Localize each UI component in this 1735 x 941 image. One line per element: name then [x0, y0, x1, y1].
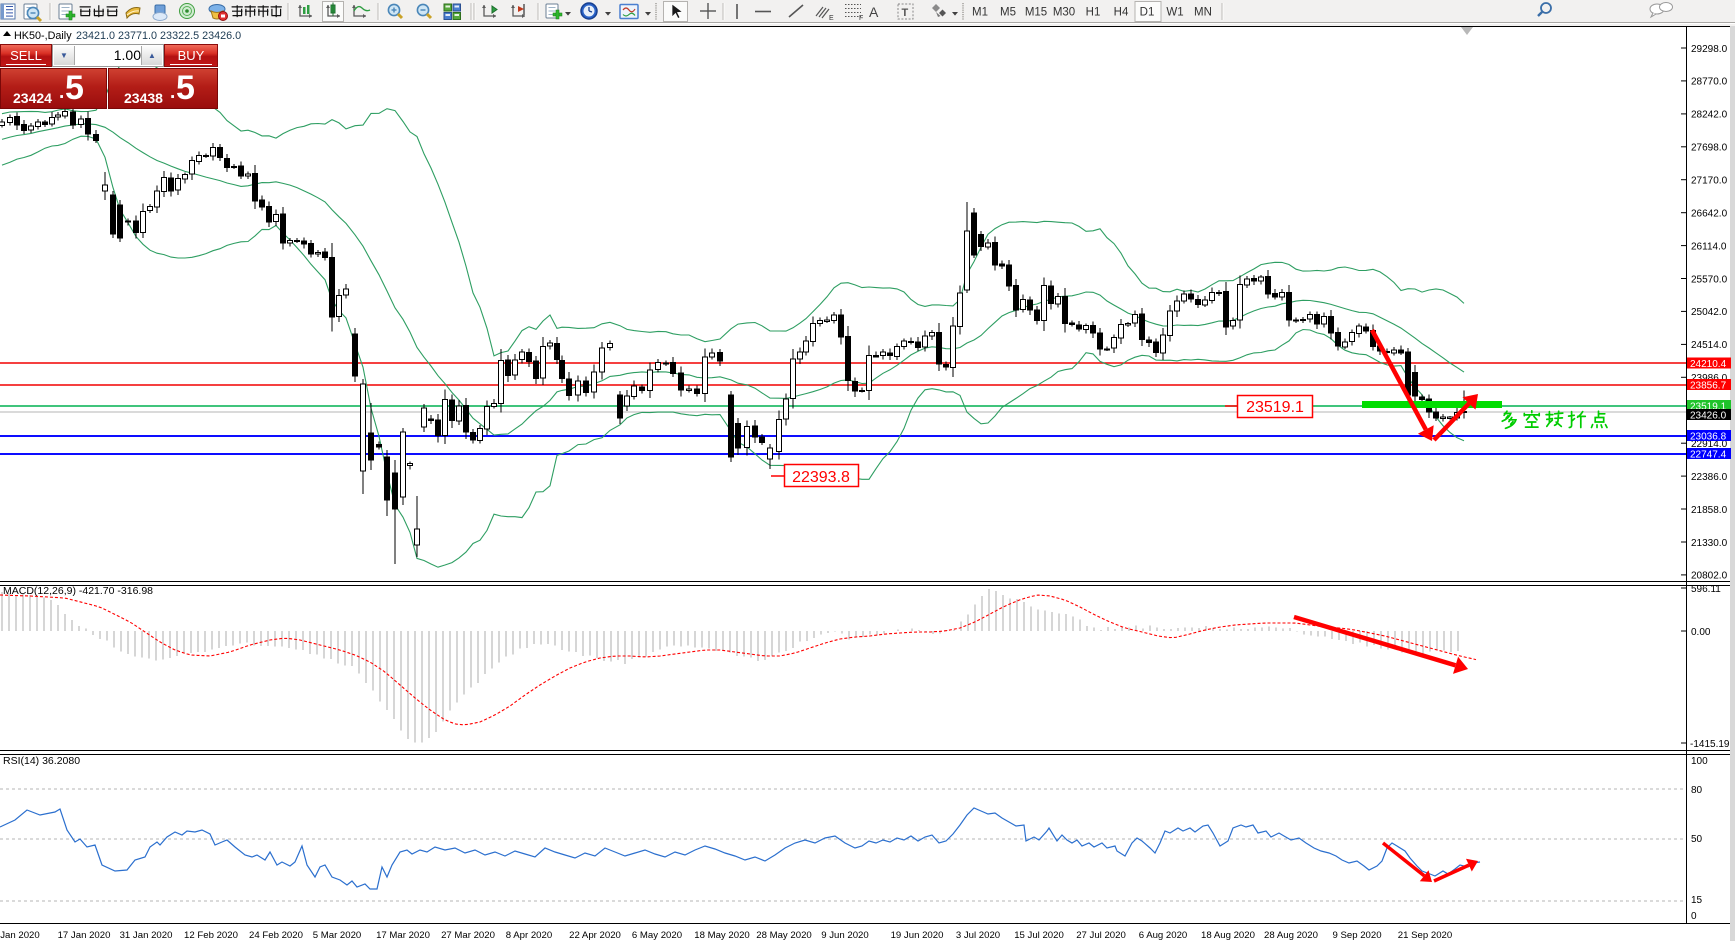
svg-text:W1: W1: [1166, 7, 1183, 19]
svg-text:17 Jan 2020: 17 Jan 2020: [58, 930, 111, 941]
svg-text:D1: D1: [1140, 7, 1155, 19]
svg-text:23856.7: 23856.7: [1690, 380, 1727, 391]
svg-text:HK50-,Daily: HK50-,Daily: [14, 30, 72, 42]
svg-text:23426.0: 23426.0: [1690, 410, 1727, 421]
svg-text:9 Jun 2020: 9 Jun 2020: [821, 930, 868, 941]
svg-text:22386.0: 22386.0: [1691, 472, 1728, 483]
svg-text:596.11: 596.11: [1691, 584, 1721, 595]
svg-text:17 Mar 2020: 17 Mar 2020: [376, 930, 430, 941]
svg-text:T: T: [902, 7, 909, 19]
svg-text:27698.0: 27698.0: [1691, 143, 1728, 154]
svg-text:H4: H4: [1114, 7, 1129, 19]
svg-text:-1415.19: -1415.19: [1690, 739, 1730, 750]
svg-text:23986.0: 23986.0: [1691, 373, 1728, 384]
svg-text:15 Jul 2020: 15 Jul 2020: [1014, 930, 1064, 941]
svg-text:50: 50: [1691, 834, 1703, 845]
svg-text:M15: M15: [1025, 7, 1047, 19]
svg-text:80: 80: [1691, 785, 1703, 796]
svg-text:0: 0: [1691, 911, 1697, 922]
svg-text:26642.0: 26642.0: [1691, 208, 1728, 219]
svg-text:24514.0: 24514.0: [1691, 340, 1728, 351]
svg-text:21858.0: 21858.0: [1691, 505, 1728, 516]
svg-text:24210.4: 24210.4: [1690, 359, 1727, 370]
svg-text:12 Feb 2020: 12 Feb 2020: [184, 930, 238, 941]
svg-text:3 Jul 2020: 3 Jul 2020: [956, 930, 1000, 941]
svg-text:29298.0: 29298.0: [1691, 44, 1728, 55]
svg-text:18 May 2020: 18 May 2020: [694, 930, 749, 941]
svg-text:19 Jun 2020: 19 Jun 2020: [891, 930, 944, 941]
svg-text:MACD(12,26,9) -421.70 -316.98: MACD(12,26,9) -421.70 -316.98: [3, 585, 153, 597]
svg-text:9 Sep 2020: 9 Sep 2020: [1332, 930, 1381, 941]
svg-text:20802.0: 20802.0: [1691, 571, 1728, 582]
svg-text:22393.8: 22393.8: [792, 469, 850, 486]
svg-text:8 Apr 2020: 8 Apr 2020: [506, 930, 552, 941]
svg-text:0.00: 0.00: [1691, 627, 1711, 638]
svg-text:26114.0: 26114.0: [1691, 241, 1727, 252]
svg-text:100: 100: [1691, 756, 1708, 767]
svg-text:5 Mar 2020: 5 Mar 2020: [313, 930, 362, 941]
svg-text:22 Apr 2020: 22 Apr 2020: [569, 930, 621, 941]
svg-text:M1: M1: [972, 7, 988, 19]
svg-text:31 Jan 2020: 31 Jan 2020: [120, 930, 173, 941]
svg-text:27170.0: 27170.0: [1691, 176, 1728, 187]
svg-text:M5: M5: [1000, 7, 1016, 19]
svg-text:15: 15: [1691, 895, 1703, 906]
svg-text:E: E: [829, 15, 834, 22]
svg-text:18 Aug 2020: 18 Aug 2020: [1201, 930, 1255, 941]
svg-text:6 May 2020: 6 May 2020: [632, 930, 682, 941]
svg-text:Jan 2020: Jan 2020: [0, 930, 39, 941]
svg-text:M30: M30: [1053, 7, 1075, 19]
svg-text:27 Mar 2020: 27 Mar 2020: [441, 930, 495, 941]
svg-text:28770.0: 28770.0: [1691, 77, 1728, 88]
svg-text:28 Aug 2020: 28 Aug 2020: [1264, 930, 1318, 941]
svg-text:23036.8: 23036.8: [1690, 431, 1727, 442]
svg-text:21 Sep 2020: 21 Sep 2020: [1398, 930, 1452, 941]
svg-text:MN: MN: [1194, 7, 1212, 19]
svg-text:27 Jul 2020: 27 Jul 2020: [1076, 930, 1126, 941]
svg-text:25042.0: 25042.0: [1691, 307, 1728, 318]
svg-text:21330.0: 21330.0: [1691, 538, 1728, 549]
svg-text:23421.0 23771.0 23322.5 23426.: 23421.0 23771.0 23322.5 23426.0: [76, 30, 241, 42]
svg-text:22914.0: 22914.0: [1691, 439, 1728, 450]
svg-text:28242.0: 28242.0: [1691, 110, 1728, 121]
svg-text:23519.1: 23519.1: [1690, 401, 1727, 412]
svg-text:25570.0: 25570.0: [1691, 274, 1728, 285]
svg-text:24 Feb 2020: 24 Feb 2020: [249, 930, 303, 941]
svg-text:A: A: [869, 4, 879, 20]
svg-text:28 May 2020: 28 May 2020: [756, 930, 811, 941]
svg-text:H1: H1: [1086, 7, 1101, 19]
svg-text:23519.1: 23519.1: [1246, 399, 1304, 416]
svg-text:RSI(14) 36.2080: RSI(14) 36.2080: [3, 755, 80, 767]
svg-text:22747.4: 22747.4: [1690, 449, 1727, 460]
svg-text:F: F: [859, 15, 863, 22]
svg-text:6 Aug 2020: 6 Aug 2020: [1139, 930, 1188, 941]
